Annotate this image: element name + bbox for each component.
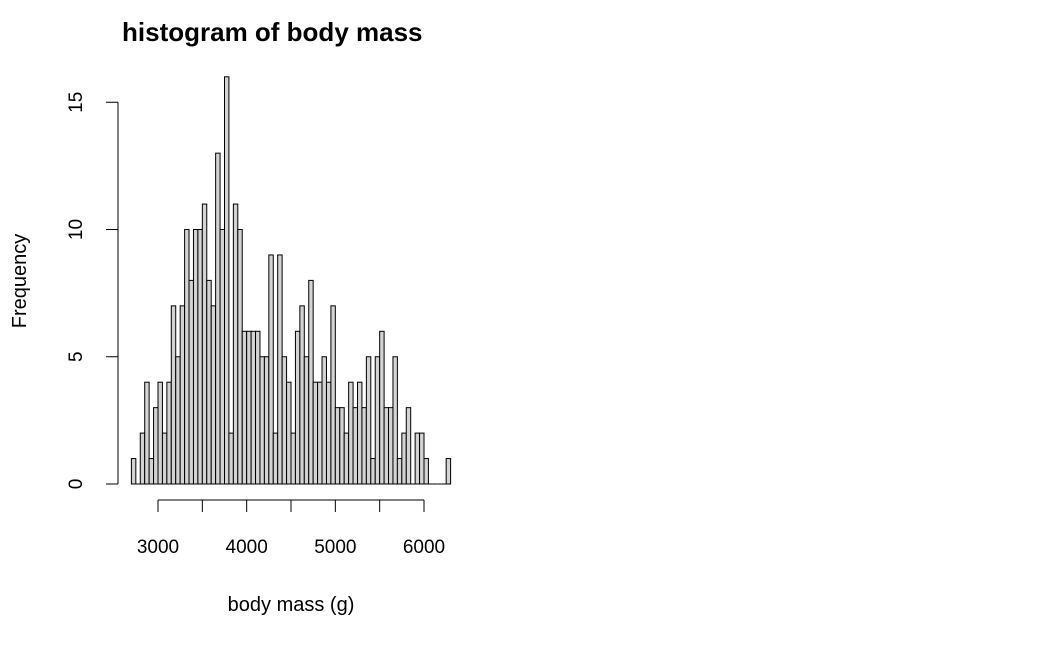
x-tick-label: 5000 bbox=[314, 537, 356, 558]
histogram-bar bbox=[144, 381, 150, 485]
chart-title: histogram of body mass bbox=[122, 17, 423, 47]
histogram-bar bbox=[321, 356, 327, 485]
y-tick-label: 0 bbox=[66, 479, 87, 490]
histogram-bar bbox=[374, 356, 381, 485]
histogram-bar bbox=[423, 458, 429, 485]
histogram-bar bbox=[370, 458, 376, 485]
histogram-bar bbox=[259, 356, 265, 485]
histogram-bar bbox=[303, 356, 310, 485]
histogram-bar bbox=[219, 229, 225, 485]
histogram-bar bbox=[161, 432, 168, 485]
histogram-bar bbox=[401, 432, 407, 485]
histogram-bar bbox=[241, 330, 248, 485]
y-tick-label: 10 bbox=[66, 219, 87, 240]
histogram-bar bbox=[232, 203, 239, 485]
bars-group bbox=[130, 76, 452, 485]
histogram-bar bbox=[317, 381, 323, 485]
histogram-bar bbox=[201, 203, 208, 485]
histogram-bar bbox=[197, 229, 203, 485]
histogram-bar bbox=[166, 381, 172, 485]
y-axis-label: Frequency bbox=[9, 234, 31, 329]
histogram-bar bbox=[277, 254, 283, 485]
histogram-bar bbox=[272, 432, 279, 485]
histogram-bar bbox=[157, 381, 163, 485]
histogram-bar bbox=[383, 407, 390, 485]
histogram-bar bbox=[379, 330, 385, 485]
histogram-bar bbox=[357, 381, 363, 485]
histogram-bar bbox=[299, 305, 305, 485]
histogram-bar bbox=[263, 356, 270, 485]
histogram-bar bbox=[290, 432, 296, 485]
histogram-bar bbox=[268, 254, 274, 485]
histogram-bar bbox=[419, 432, 425, 485]
histogram-bar bbox=[215, 152, 221, 485]
histogram-bar bbox=[294, 330, 301, 485]
histogram-bar bbox=[228, 432, 234, 485]
histogram-bar bbox=[175, 356, 181, 485]
histogram-bar bbox=[192, 229, 199, 485]
histogram-bar bbox=[343, 432, 350, 485]
histogram-bar bbox=[139, 432, 146, 485]
histogram-bar bbox=[339, 407, 345, 485]
histogram-bar bbox=[148, 458, 155, 485]
y-axis: 0 5 10 15 bbox=[66, 92, 119, 490]
y-tick-label: 5 bbox=[66, 351, 87, 362]
x-tick-label: 6000 bbox=[403, 537, 445, 558]
histogram-bar bbox=[414, 432, 421, 485]
histogram-bar bbox=[392, 356, 398, 485]
histogram-bar bbox=[153, 407, 159, 485]
histogram-bar bbox=[179, 305, 186, 485]
histogram-bar bbox=[330, 305, 336, 485]
histogram-bar bbox=[396, 458, 403, 485]
histogram-bar bbox=[361, 407, 367, 485]
y-tick-label: 15 bbox=[66, 92, 87, 113]
histogram-bar bbox=[255, 330, 261, 485]
histogram-bar bbox=[388, 407, 394, 485]
histogram-bar bbox=[365, 356, 372, 485]
histogram-bar bbox=[224, 76, 230, 485]
histogram-bar bbox=[246, 330, 252, 485]
x-axis: 3000 4000 5000 6000 bbox=[137, 499, 445, 558]
histogram-bar bbox=[210, 305, 217, 485]
histogram-bar bbox=[348, 381, 354, 485]
histogram-bar bbox=[352, 407, 359, 485]
histogram-bar bbox=[308, 279, 314, 485]
histogram-bar bbox=[130, 458, 137, 485]
histogram-bar bbox=[286, 381, 292, 485]
x-tick-label: 4000 bbox=[226, 537, 268, 558]
x-axis-label: body mass (g) bbox=[228, 594, 355, 616]
histogram-bar bbox=[250, 330, 257, 485]
histogram-bar bbox=[405, 407, 412, 485]
histogram-bar bbox=[184, 229, 190, 485]
histogram-bar bbox=[281, 356, 288, 485]
histogram-bar bbox=[206, 279, 212, 485]
x-tick-label: 3000 bbox=[137, 537, 179, 558]
histogram-bar bbox=[445, 458, 452, 485]
histogram-bar bbox=[237, 229, 243, 485]
histogram-bar bbox=[188, 279, 194, 485]
histogram-bar bbox=[170, 305, 177, 485]
histogram-bar bbox=[325, 381, 332, 485]
histogram-bar bbox=[334, 407, 341, 485]
histogram-bar bbox=[312, 381, 319, 485]
